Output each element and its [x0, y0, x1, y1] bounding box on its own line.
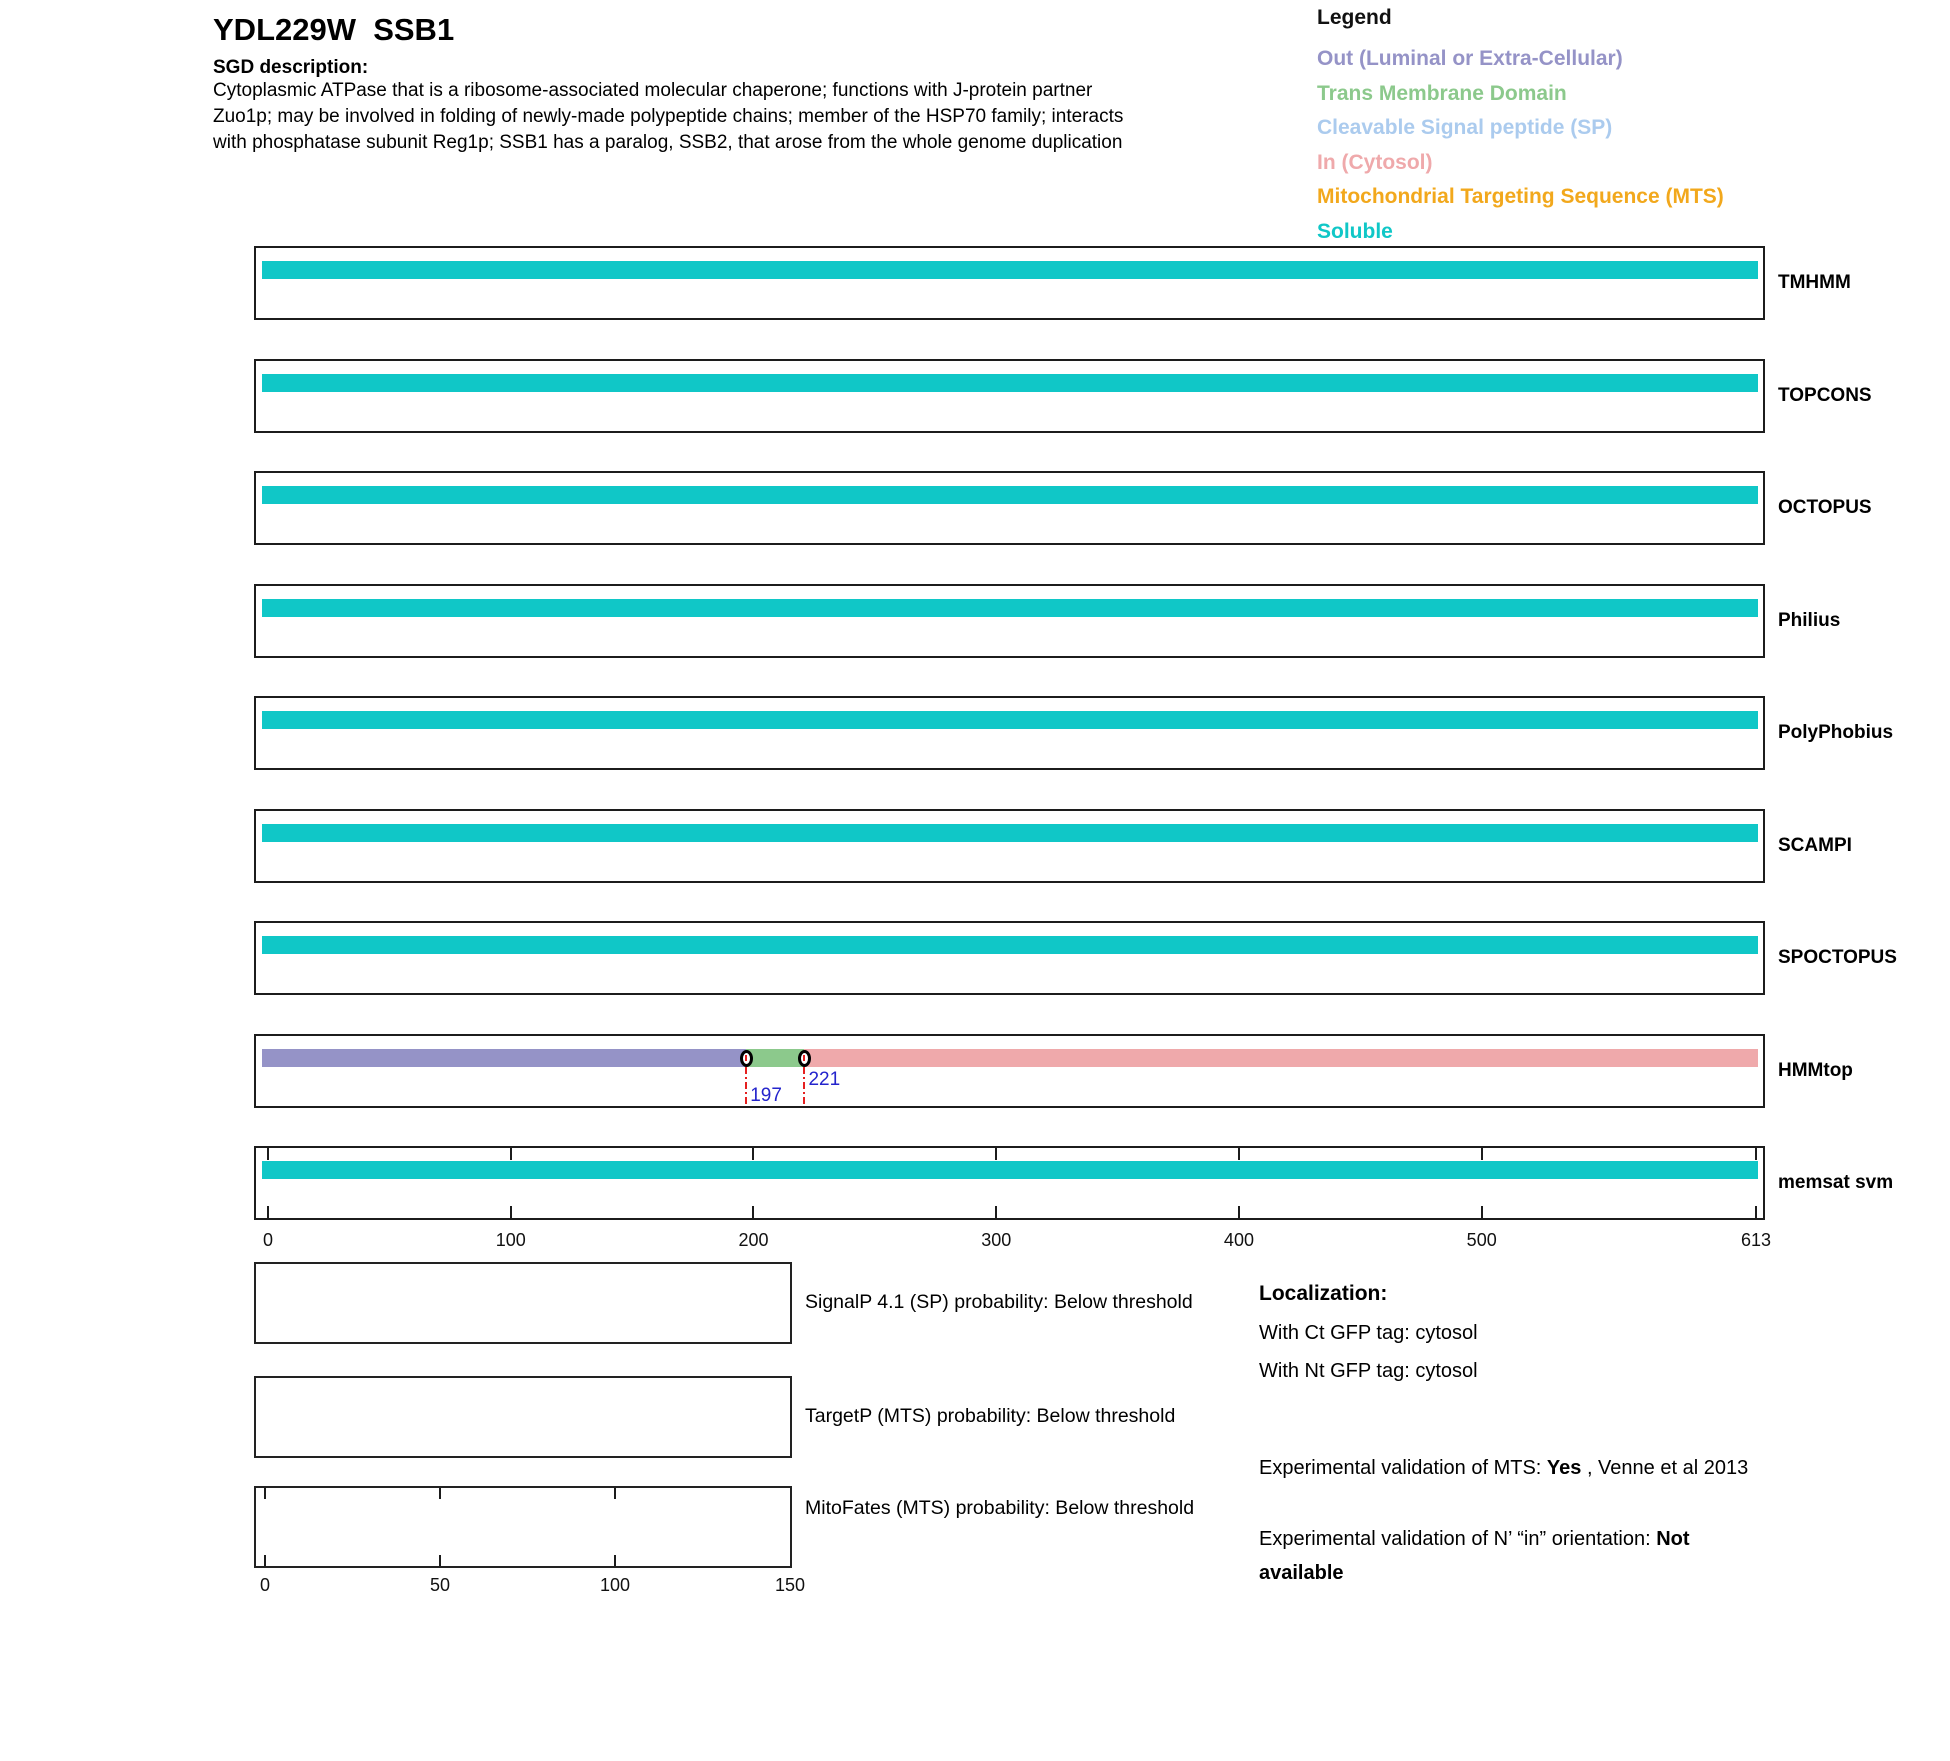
axis-tick-mark [752, 1206, 755, 1218]
axis-tick-mark [509, 1148, 512, 1160]
axis-tick-label-500: 500 [1466, 1230, 1497, 1250]
legend-item-sp: Cleavable Signal peptide (SP) [1317, 116, 1613, 139]
mitofates-tick-mark [439, 1555, 441, 1566]
mts-validation-value: Yes [1546, 1457, 1582, 1479]
track-segment-soluble [262, 824, 1758, 842]
track-segment-out [262, 1049, 747, 1067]
mitofates-plot-label: MitoFates (MTS) probability: Below thres… [805, 1497, 1195, 1519]
track-segment-soluble [262, 261, 1758, 279]
track-label-scampi: SCAMPI [1778, 835, 1852, 856]
localization-heading: Localization: [1259, 1282, 1388, 1305]
mitofates-tick-mark [614, 1555, 616, 1566]
track-segment-soluble [262, 599, 1758, 617]
track-box-tmhmm [254, 246, 1765, 320]
track-label-spoctopus: SPOCTOPUS [1778, 947, 1897, 968]
track-box-hmmtop [254, 1034, 1765, 1108]
track-label-philius: Philius [1778, 610, 1841, 631]
orientation-validation-value: Not available [1259, 1528, 1690, 1584]
orientation-validation-prefix: Experimental validation of N’ “in” orien… [1259, 1528, 1657, 1550]
mitofates-tick-label-50: 50 [429, 1575, 451, 1595]
mitofates-tick-mark [614, 1488, 616, 1499]
legend-item-out: Out (Luminal or Extra-Cellular) [1317, 47, 1623, 70]
legend-item-soluble: Soluble [1317, 219, 1393, 243]
sgd-description-line: Zuo1p; may be involved in folding of new… [213, 106, 1124, 127]
axis-tick-mark [1237, 1206, 1240, 1218]
mitofates-plot-box [254, 1486, 792, 1568]
track-segment-soluble [262, 486, 1758, 504]
track-label-polyphobius: PolyPhobius [1778, 722, 1894, 743]
targetp-plot-label: TargetP (MTS) probability: Below thresho… [805, 1405, 1176, 1427]
axis-tick-mark [1755, 1206, 1757, 1218]
targetp-plot-box [254, 1376, 792, 1458]
axis-tick-label-300: 300 [981, 1230, 1012, 1250]
track-label-topcons: TOPCONS [1778, 385, 1872, 406]
track-box-octopus [254, 471, 1765, 545]
mts-validation-line: Experimental validation of MTS: Yes , Ve… [1259, 1457, 1748, 1480]
sgd-description-label: SGD description: [213, 57, 369, 78]
axis-tick-mark [1237, 1148, 1240, 1160]
track-segment-soluble [262, 936, 1758, 954]
track-box-spoctopus [254, 921, 1765, 995]
mitofates-tick-mark [264, 1555, 266, 1566]
mitofates-tick-label-0: 0 [259, 1575, 271, 1595]
signalp-plot-box [254, 1262, 792, 1344]
localization-nt-gfp: With Nt GFP tag: cytosol [1259, 1360, 1478, 1382]
track-box-polyphobius [254, 696, 1765, 770]
marker-line-197 [745, 1067, 748, 1106]
track-box-philius [254, 584, 1765, 658]
track-label-hmmtop: HMMtop [1778, 1060, 1853, 1081]
marker-label-221: 221 [808, 1069, 841, 1090]
axis-tick-mark [267, 1148, 269, 1160]
track-label-octopus: OCTOPUS [1778, 497, 1872, 518]
mts-validation-prefix: Experimental validation of MTS: [1259, 1457, 1547, 1479]
track-box-scampi [254, 809, 1765, 883]
mitofates-tick-mark [264, 1488, 266, 1499]
axis-tick-mark [1480, 1148, 1483, 1160]
axis-tick-label-100: 100 [495, 1230, 526, 1250]
mitofates-tick-label-100: 100 [599, 1575, 631, 1595]
page-title: YDL229W SSB1 [213, 12, 455, 47]
signalp-plot-label: SignalP 4.1 (SP) probability: Below thre… [805, 1291, 1193, 1313]
localization-ct-gfp: With Ct GFP tag: cytosol [1259, 1322, 1478, 1344]
axis-tick-label-200: 200 [738, 1230, 769, 1250]
track-segment-soluble [262, 711, 1758, 729]
axis-tick-mark [267, 1206, 269, 1218]
track-segment-in [804, 1049, 1758, 1067]
marker-dot [745, 1055, 748, 1061]
track-label-memsat-svm: memsat svm [1778, 1172, 1894, 1193]
marker-circle-221 [797, 1049, 811, 1067]
legend-item-tm: Trans Membrane Domain [1317, 81, 1567, 105]
marker-label-197: 197 [750, 1085, 782, 1106]
marker-line-221 [803, 1067, 806, 1106]
mts-validation-suffix: , Venne et al 2013 [1581, 1457, 1749, 1479]
track-box-memsat-svm [254, 1146, 1765, 1220]
sgd-description-line: with phosphatase subunit Reg1p; SSB1 has… [213, 132, 1123, 153]
track-box-topcons [254, 359, 1765, 433]
track-segment-soluble [262, 1161, 1758, 1179]
axis-tick-mark [995, 1148, 998, 1160]
marker-circle-197 [739, 1049, 753, 1067]
axis-tick-label-0: 0 [262, 1230, 274, 1250]
track-label-tmhmm: TMHMM [1778, 272, 1851, 293]
sgd-description-text: Cytoplasmic ATPase that is a ribosome-as… [213, 78, 1243, 156]
track-segment-soluble [262, 374, 1758, 392]
axis-tick-mark [1480, 1206, 1483, 1218]
axis-tick-mark [1755, 1148, 1757, 1160]
track-segment-tm [746, 1049, 805, 1067]
legend-title: Legend [1317, 6, 1392, 29]
axis-tick-mark [509, 1206, 512, 1218]
axis-tick-label-613: 613 [1740, 1230, 1772, 1250]
axis-tick-mark [752, 1148, 755, 1160]
legend-item-mts: Mitochondrial Targeting Sequence (MTS) [1317, 185, 1724, 208]
orientation-validation-line: Experimental validation of N’ “in” orien… [1259, 1522, 1774, 1590]
axis-tick-label-400: 400 [1223, 1230, 1254, 1250]
legend-item-in: In (Cytosol) [1317, 150, 1433, 174]
mitofates-tick-label-150: 150 [774, 1575, 806, 1595]
mitofates-tick-mark [439, 1488, 441, 1499]
marker-dot [803, 1055, 806, 1061]
sgd-description-line: Cytoplasmic ATPase that is a ribosome-as… [213, 80, 1093, 101]
axis-tick-mark [995, 1206, 998, 1218]
